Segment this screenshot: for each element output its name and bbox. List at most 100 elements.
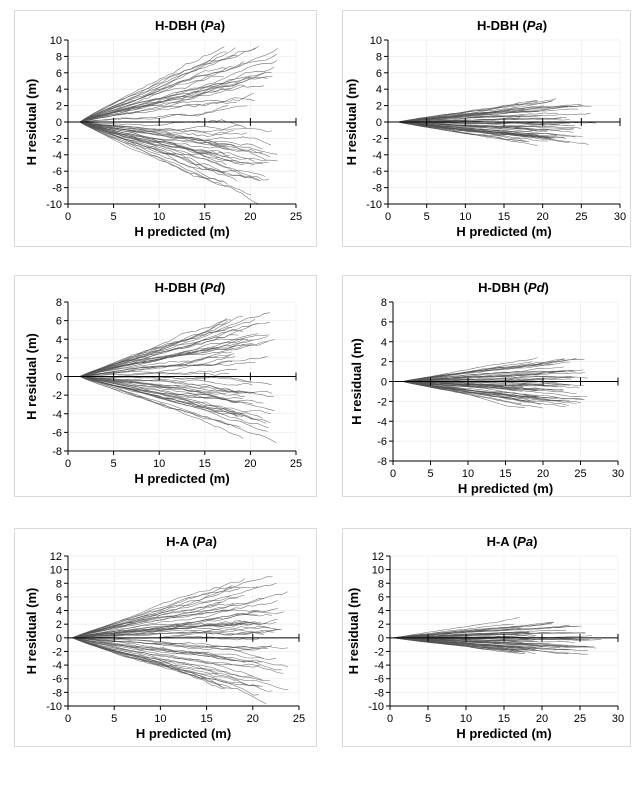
series-line — [72, 637, 263, 681]
y-tick-label: -6 — [52, 427, 62, 439]
y-tick-label: 4 — [376, 84, 382, 96]
y-tick-label: 8 — [376, 51, 382, 63]
y-tick-label: 6 — [376, 68, 382, 80]
x-tick-label: 15 — [200, 713, 212, 725]
x-axis-label: H predicted (m) — [134, 224, 229, 239]
y-tick-label: -8 — [372, 183, 382, 195]
x-axis-label: H predicted (m) — [456, 726, 551, 741]
x-tick-label: 25 — [293, 713, 305, 725]
series-line — [393, 623, 514, 639]
x-tick-label: 30 — [612, 468, 624, 480]
series-line — [72, 631, 274, 639]
y-axis-label: H residual (m) — [24, 79, 39, 166]
series-line — [398, 100, 538, 123]
series-line — [72, 586, 259, 639]
series-line — [79, 319, 232, 377]
chart-frame — [342, 10, 631, 247]
y-tick-label: 4 — [56, 334, 62, 346]
y-tick-label: 4 — [56, 606, 62, 618]
chart-panel-4: -8 -6 -4 -2 0 2 4 6 8 0 5 10 15 20 25 30 H-DBH (Pd) H pre… — [342, 275, 631, 497]
y-tick-label: 12 — [50, 551, 62, 563]
series-line — [393, 632, 529, 639]
x-tick-label: 5 — [425, 713, 431, 725]
chart-title-species: Pa — [205, 18, 221, 33]
x-tick-label: 5 — [111, 458, 117, 470]
series-line — [79, 101, 237, 123]
series-line — [398, 121, 589, 145]
x-tick-label: 10 — [460, 713, 472, 725]
series-line — [393, 637, 520, 653]
x-tick-label: 5 — [111, 713, 117, 725]
x-tick-label: 15 — [199, 211, 211, 223]
x-axis-label: H predicted (m) — [458, 481, 553, 496]
series-line — [402, 370, 564, 382]
chart-title: H-DBH (Pa) — [477, 18, 547, 33]
x-tick-label: 0 — [390, 468, 396, 480]
series-line — [79, 75, 224, 123]
x-tick-label: 20 — [536, 713, 548, 725]
series-line — [79, 121, 263, 165]
series-line — [393, 631, 530, 639]
series-line — [398, 115, 543, 123]
series-line — [79, 121, 246, 133]
series-line — [79, 376, 237, 403]
chart-title: H-A (Pa) — [166, 534, 217, 549]
series-line — [79, 376, 244, 400]
series-line — [79, 356, 268, 377]
series-line — [79, 47, 236, 123]
series-line — [398, 110, 540, 123]
x-axis-label: H predicted (m) — [456, 224, 551, 239]
y-tick-label: -4 — [372, 150, 382, 162]
y-tick-label: -6 — [374, 674, 384, 686]
series-line — [79, 51, 227, 123]
chart-title-species: Pa — [527, 18, 543, 33]
series-line — [79, 376, 244, 439]
series-line — [79, 351, 233, 377]
chart-frame — [14, 275, 317, 497]
series-line — [79, 121, 228, 185]
series-line — [72, 621, 256, 639]
series-line — [72, 637, 264, 659]
series-group — [79, 312, 277, 444]
series-line — [402, 381, 564, 391]
chart-title: H-A (Pa) — [487, 534, 538, 549]
x-tick-label: 10 — [459, 211, 471, 223]
x-tick-label: 15 — [498, 713, 510, 725]
y-tick-label: -4 — [52, 660, 62, 672]
x-tick-label: 20 — [537, 211, 549, 223]
x-axis-label: H predicted (m) — [134, 471, 229, 486]
series-line — [398, 121, 547, 132]
series-line — [79, 121, 272, 132]
series-line — [79, 48, 278, 123]
series-line — [393, 617, 520, 639]
series-line — [402, 372, 586, 382]
x-tick-label: 30 — [612, 713, 624, 725]
series-line — [79, 46, 225, 123]
series-line — [72, 620, 241, 639]
chart-title: H-DBH (Pd) — [478, 280, 549, 295]
x-tick-label: 25 — [290, 458, 302, 470]
series-line — [402, 358, 577, 382]
series-line — [72, 611, 284, 639]
x-axis-label: H predicted (m) — [136, 726, 231, 741]
x-tick-label: 20 — [244, 458, 256, 470]
series-line — [393, 637, 535, 651]
y-tick-label: 2 — [56, 101, 62, 113]
y-tick-label: 8 — [56, 578, 62, 590]
series-line — [79, 53, 277, 123]
y-tick-label: 8 — [56, 51, 62, 63]
y-tick-label: 6 — [381, 317, 387, 329]
chart-title-species: Pa — [517, 534, 533, 549]
y-tick-label: -4 — [377, 416, 387, 428]
y-tick-label: 2 — [381, 357, 387, 369]
series-line — [72, 637, 223, 688]
series-line — [72, 629, 281, 639]
y-tick-label: 4 — [56, 84, 62, 96]
series-line — [79, 341, 268, 377]
x-tick-label: 25 — [575, 211, 587, 223]
x-tick-label: 10 — [462, 468, 474, 480]
series-line — [393, 625, 582, 639]
series-line — [393, 622, 554, 639]
chart-panel-3: -8 -6 -4 -2 0 2 4 6 8 0 5 10 15 20 25 H-DBH (Pd) H predi… — [14, 275, 317, 497]
